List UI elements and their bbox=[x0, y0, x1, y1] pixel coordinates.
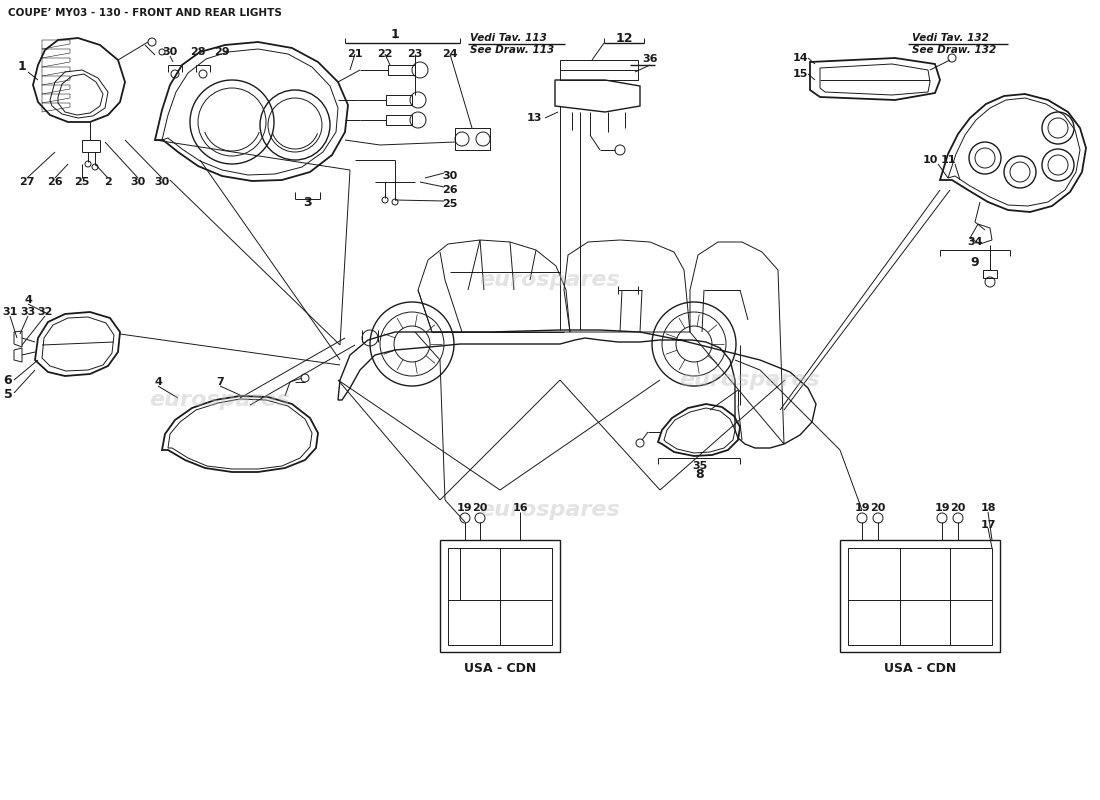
Text: 20: 20 bbox=[870, 503, 886, 513]
Text: Vedi Tav. 113: Vedi Tav. 113 bbox=[470, 33, 547, 43]
Text: 9: 9 bbox=[970, 255, 979, 269]
Text: COUPE’ MY03 - 130 - FRONT AND REAR LIGHTS: COUPE’ MY03 - 130 - FRONT AND REAR LIGHT… bbox=[8, 8, 282, 18]
Text: 6: 6 bbox=[3, 374, 12, 386]
Text: 30: 30 bbox=[131, 177, 145, 187]
Text: 16: 16 bbox=[513, 503, 528, 513]
Text: USA - CDN: USA - CDN bbox=[464, 662, 536, 674]
Text: 26: 26 bbox=[442, 185, 458, 195]
Text: 34: 34 bbox=[967, 237, 982, 247]
Text: 36: 36 bbox=[642, 54, 658, 64]
Text: 28: 28 bbox=[190, 47, 206, 57]
Text: 4: 4 bbox=[154, 377, 162, 387]
Text: Vedi Tav. 132: Vedi Tav. 132 bbox=[912, 33, 989, 43]
Text: 12: 12 bbox=[615, 31, 632, 45]
Text: 30: 30 bbox=[442, 171, 458, 181]
Text: eurospares: eurospares bbox=[480, 270, 620, 290]
Text: 18: 18 bbox=[980, 503, 996, 513]
Text: 35: 35 bbox=[692, 461, 707, 471]
Text: 30: 30 bbox=[154, 177, 169, 187]
Text: 17: 17 bbox=[980, 520, 996, 530]
Text: 3: 3 bbox=[304, 197, 312, 210]
Text: 30: 30 bbox=[163, 47, 177, 57]
Text: 23: 23 bbox=[407, 49, 422, 59]
Text: 7: 7 bbox=[216, 377, 224, 387]
Text: 2: 2 bbox=[104, 177, 112, 187]
Text: 1: 1 bbox=[390, 29, 399, 42]
Text: 26: 26 bbox=[47, 177, 63, 187]
Text: 20: 20 bbox=[472, 503, 487, 513]
Text: 11: 11 bbox=[940, 155, 956, 165]
Text: 21: 21 bbox=[348, 49, 363, 59]
Text: 1: 1 bbox=[18, 61, 26, 74]
Text: 5: 5 bbox=[3, 387, 12, 401]
Text: See Draw. 113: See Draw. 113 bbox=[470, 45, 554, 55]
Text: See Draw. 132: See Draw. 132 bbox=[912, 45, 997, 55]
Text: eurospares: eurospares bbox=[480, 500, 620, 520]
Text: 22: 22 bbox=[377, 49, 393, 59]
Text: 20: 20 bbox=[950, 503, 966, 513]
Text: 25: 25 bbox=[442, 199, 458, 209]
Text: USA - CDN: USA - CDN bbox=[884, 662, 956, 674]
Text: 33: 33 bbox=[21, 307, 35, 317]
Text: 10: 10 bbox=[922, 155, 937, 165]
Text: 32: 32 bbox=[37, 307, 53, 317]
Text: 31: 31 bbox=[2, 307, 18, 317]
Text: 19: 19 bbox=[855, 503, 870, 513]
Text: 15: 15 bbox=[792, 69, 807, 79]
Text: 25: 25 bbox=[75, 177, 90, 187]
Text: 8: 8 bbox=[695, 469, 704, 482]
Text: eurospares: eurospares bbox=[150, 390, 290, 410]
Text: 19: 19 bbox=[934, 503, 949, 513]
Text: eurospares: eurospares bbox=[680, 370, 821, 390]
Text: 13: 13 bbox=[526, 113, 541, 123]
Text: 29: 29 bbox=[214, 47, 230, 57]
Text: 24: 24 bbox=[442, 49, 458, 59]
Text: 4: 4 bbox=[24, 295, 32, 305]
Text: 14: 14 bbox=[792, 53, 807, 63]
Text: 27: 27 bbox=[20, 177, 35, 187]
Text: 19: 19 bbox=[458, 503, 473, 513]
